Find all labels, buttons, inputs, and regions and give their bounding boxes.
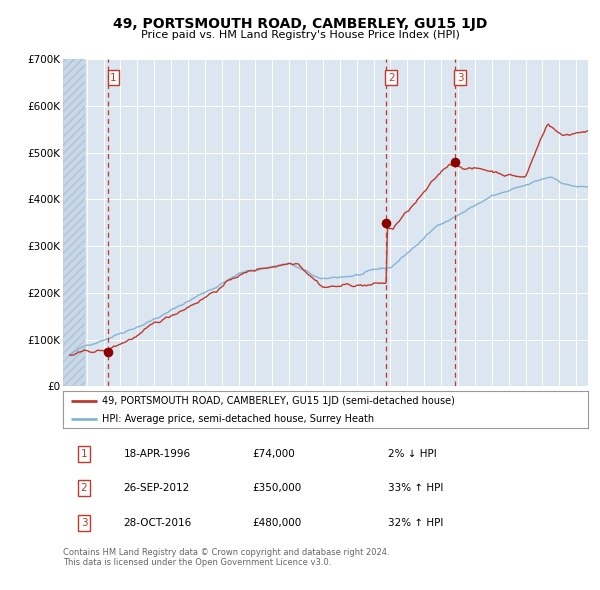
Text: 18-APR-1996: 18-APR-1996 (124, 449, 191, 459)
Text: Contains HM Land Registry data © Crown copyright and database right 2024.
This d: Contains HM Land Registry data © Crown c… (63, 548, 389, 567)
Text: 32% ↑ HPI: 32% ↑ HPI (389, 517, 444, 527)
Point (451, 157, 460, 166)
Point (104, 347, 113, 356)
Text: 1: 1 (80, 449, 88, 459)
Text: 1: 1 (110, 73, 117, 83)
Text: 2: 2 (388, 73, 394, 83)
Text: 49, PORTSMOUTH ROAD, CAMBERLEY, GU15 1JD (semi-detached house): 49, PORTSMOUTH ROAD, CAMBERLEY, GU15 1JD… (103, 396, 455, 406)
Point (382, 218, 391, 228)
Text: 3: 3 (457, 73, 464, 83)
Text: 3: 3 (80, 517, 88, 527)
Text: 2: 2 (80, 483, 88, 493)
Text: £74,000: £74,000 (252, 449, 295, 459)
Text: £350,000: £350,000 (252, 483, 301, 493)
Text: 2% ↓ HPI: 2% ↓ HPI (389, 449, 437, 459)
Text: 26-SEP-2012: 26-SEP-2012 (124, 483, 190, 493)
Text: 28-OCT-2016: 28-OCT-2016 (124, 517, 191, 527)
Text: HPI: Average price, semi-detached house, Surrey Heath: HPI: Average price, semi-detached house,… (103, 414, 374, 424)
Bar (63, 59, 85, 386)
Text: Price paid vs. HM Land Registry's House Price Index (HPI): Price paid vs. HM Land Registry's House … (140, 30, 460, 40)
Text: £480,000: £480,000 (252, 517, 301, 527)
Text: 49, PORTSMOUTH ROAD, CAMBERLEY, GU15 1JD: 49, PORTSMOUTH ROAD, CAMBERLEY, GU15 1JD (113, 17, 487, 31)
Text: 33% ↑ HPI: 33% ↑ HPI (389, 483, 444, 493)
